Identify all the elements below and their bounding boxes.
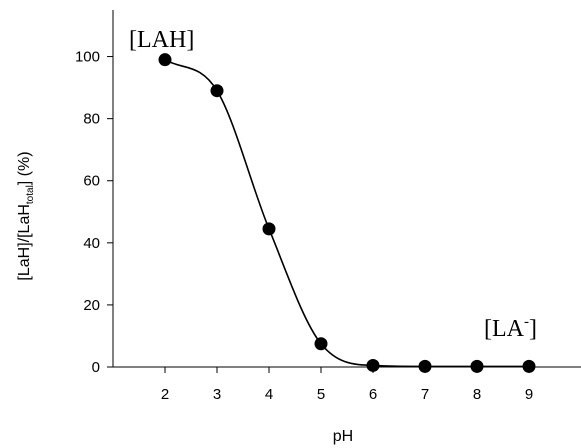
y-tick-label: 20	[83, 297, 100, 314]
annotation-lah: [LAH]	[129, 27, 194, 53]
annotation-la-minus-close: ]	[529, 316, 537, 342]
x-tick-label: 3	[213, 386, 221, 403]
data-points	[158, 53, 536, 373]
x-tick-label: 5	[317, 386, 325, 403]
x-tick-label: 6	[369, 386, 377, 403]
y-axis-ticks: 0 20 40 60 80 100	[75, 49, 113, 376]
y-axis-title-suffix: ] (%)	[16, 151, 33, 185]
data-point	[158, 53, 172, 67]
y-tick-label: 0	[92, 359, 100, 376]
x-tick-label: 4	[265, 386, 273, 403]
data-point	[522, 359, 536, 373]
y-axis-title: [LaH]/[LaHtotal] (%)	[16, 151, 36, 280]
fit-curve	[164, 58, 530, 368]
data-point	[470, 359, 484, 373]
data-point	[314, 337, 328, 351]
y-tick-label: 100	[75, 49, 100, 66]
x-tick-label: 7	[421, 386, 429, 403]
annotation-la-minus-main: [LA	[484, 316, 525, 342]
y-axis-title-subscript: total	[25, 185, 36, 204]
annotation-la-minus-sup: -	[524, 314, 529, 330]
x-axis-title: pH	[333, 428, 353, 445]
data-point	[262, 222, 276, 236]
x-tick-label: 9	[525, 386, 533, 403]
x-tick-label: 2	[161, 386, 169, 403]
plot-area	[158, 53, 536, 373]
data-point	[418, 359, 432, 373]
x-tick-label: 8	[473, 386, 481, 403]
y-tick-label: 40	[83, 235, 100, 252]
annotation-la-minus: [LA-]	[484, 314, 537, 342]
y-tick-label: 60	[83, 173, 100, 190]
x-axis-ticks: 2 3 4 5 6 7 8 9	[161, 367, 533, 403]
y-tick-label: 80	[83, 111, 100, 128]
y-axis-title-main: [LaH]/[LaH	[16, 204, 33, 280]
data-point	[366, 358, 380, 372]
data-point	[210, 84, 224, 98]
